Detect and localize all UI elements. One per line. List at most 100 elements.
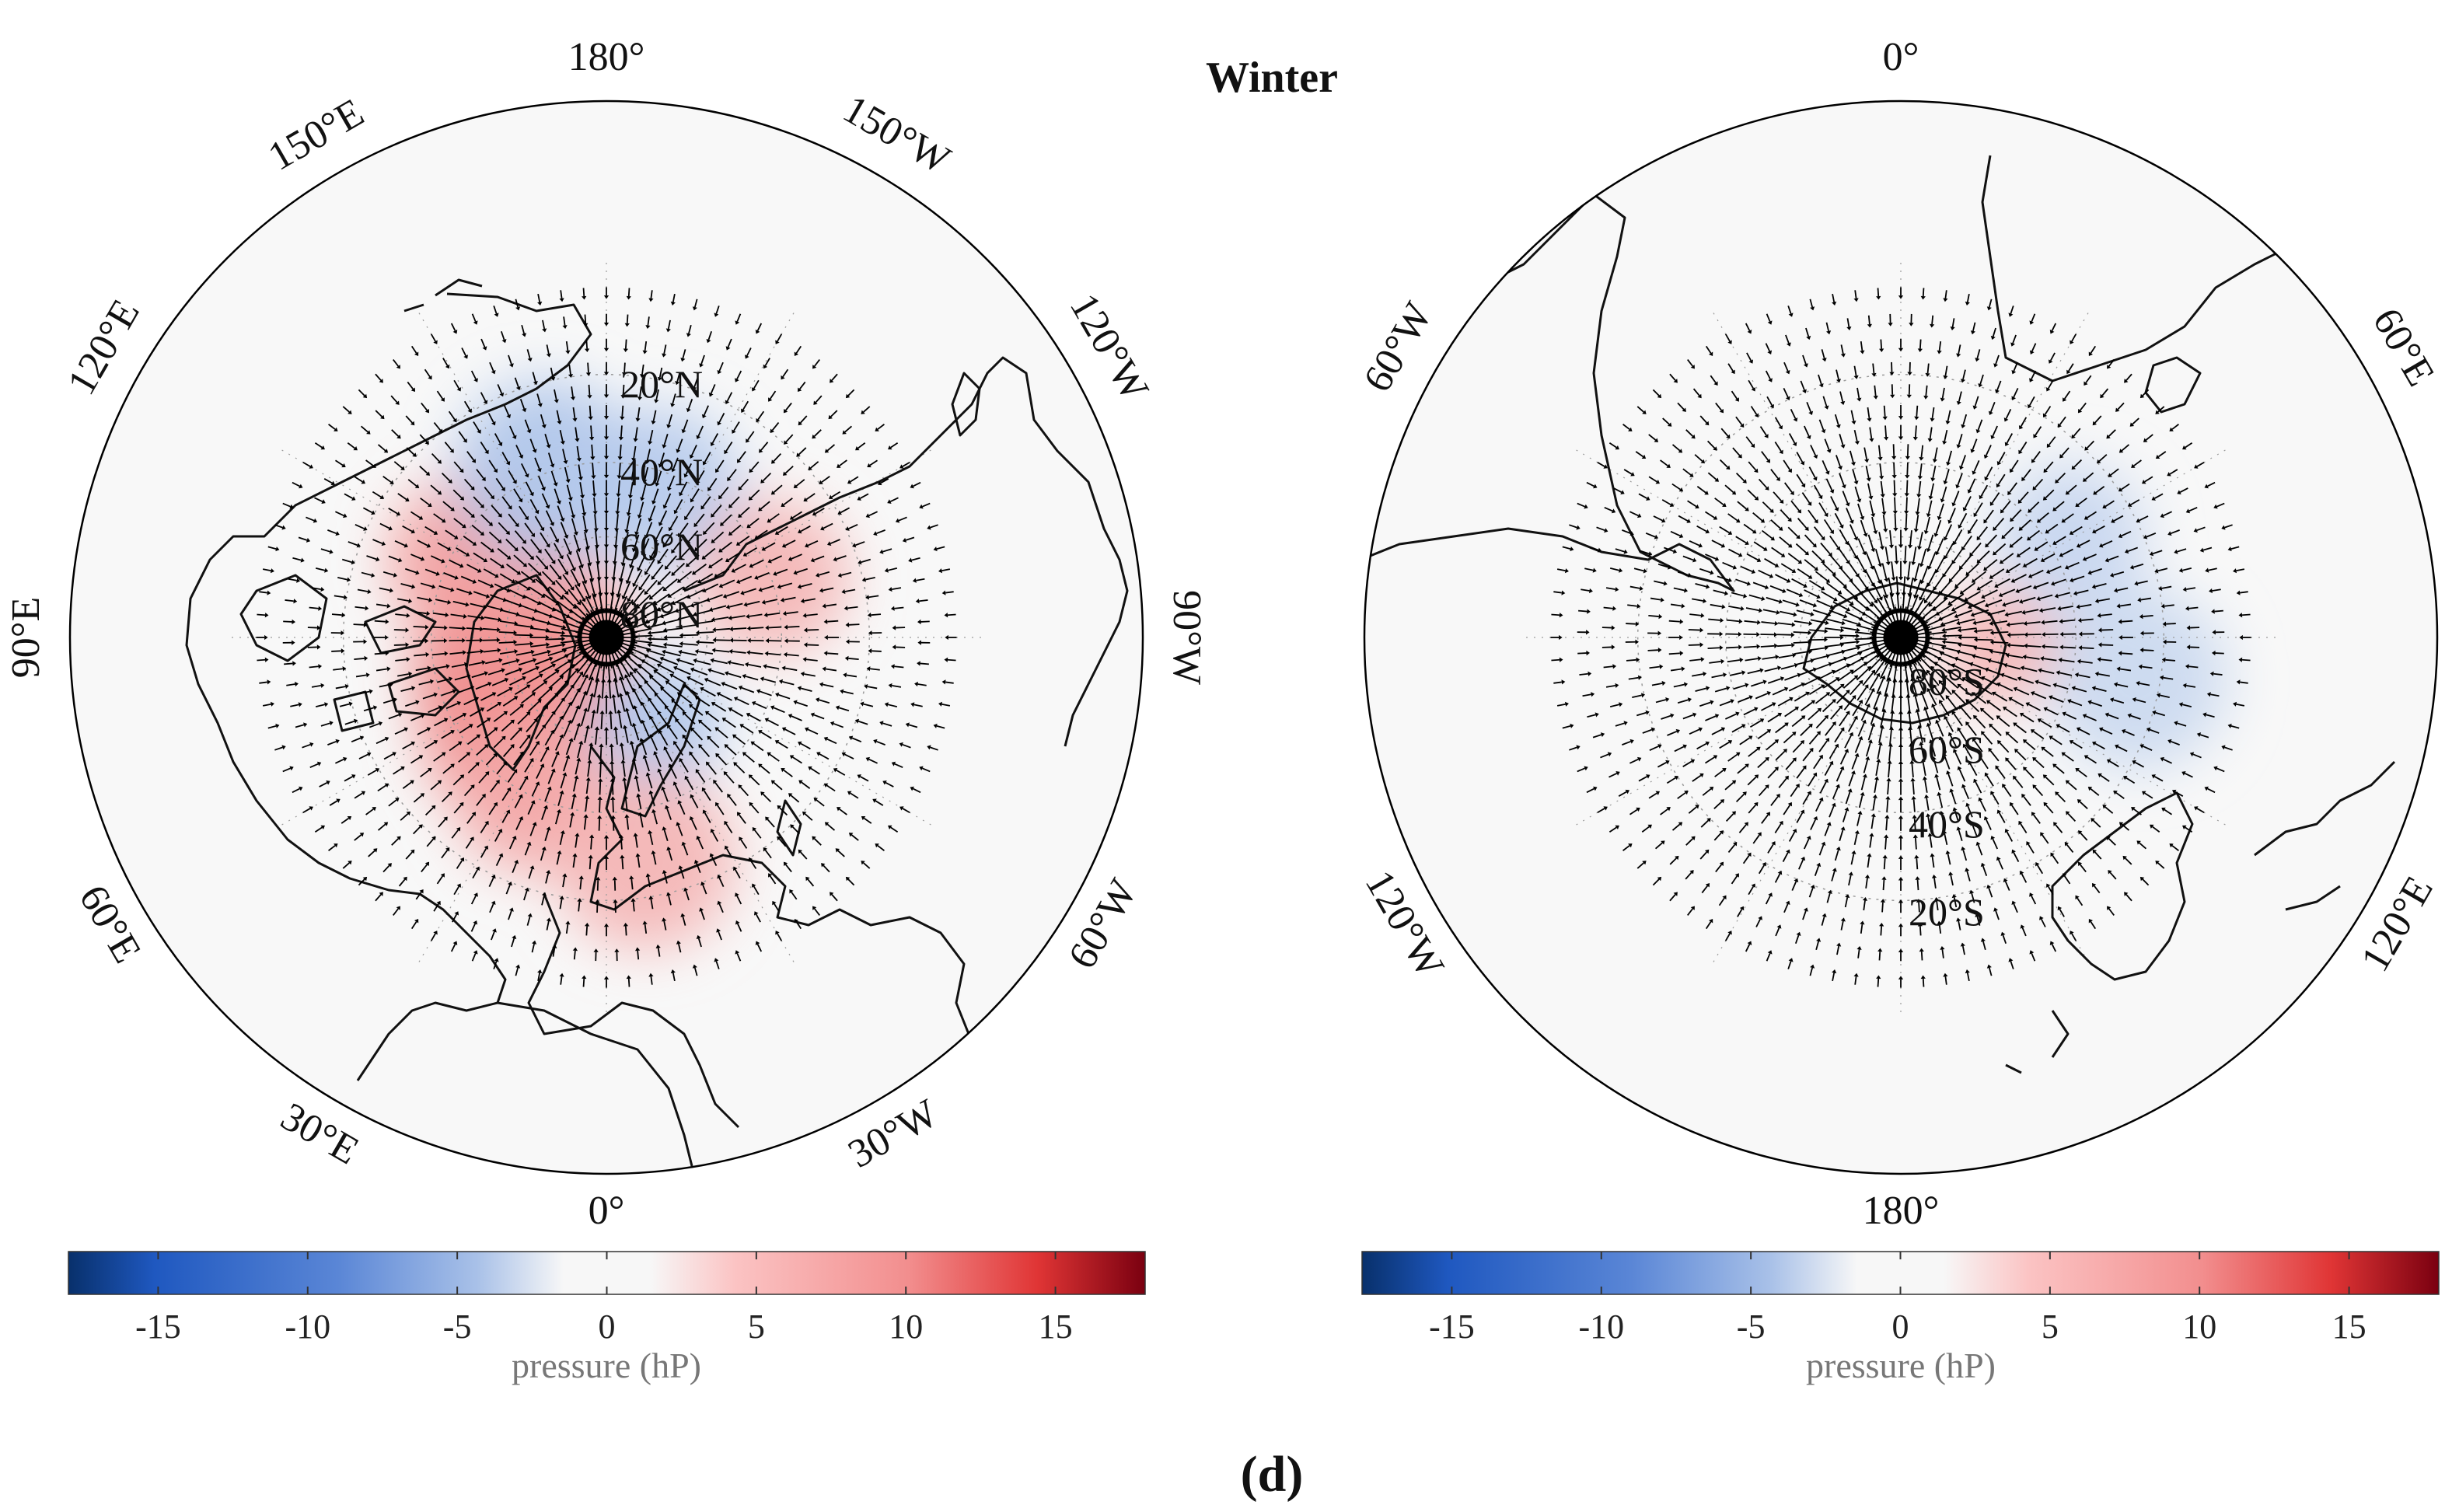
wind-vector <box>819 571 830 576</box>
wind-vector <box>1761 529 1773 540</box>
wind-vector <box>1929 836 1933 848</box>
wind-vector <box>2094 415 2102 424</box>
wind-vector-head <box>436 900 441 906</box>
wind-vector <box>1727 513 1738 522</box>
wind-vector <box>1940 739 1947 753</box>
wind-vector-head <box>2004 612 2009 617</box>
wind-vector <box>515 643 530 646</box>
wind-vector-head <box>1769 403 1775 409</box>
wind-vector-head <box>729 627 733 632</box>
wind-vector-head <box>385 634 389 641</box>
wind-vector-head <box>1745 507 1749 512</box>
wind-vector-head <box>330 480 335 486</box>
wind-vector <box>669 515 679 529</box>
wind-vector <box>485 755 496 766</box>
wind-vector-head <box>1738 552 1743 557</box>
wind-vector-head <box>725 557 730 563</box>
wind-vector <box>585 547 591 564</box>
wind-vector <box>274 524 283 529</box>
wind-vector <box>2021 519 2031 529</box>
wind-vector-head <box>380 414 385 420</box>
wind-vector-head <box>1803 363 1808 368</box>
wind-vector <box>2002 553 2014 563</box>
wind-vector-head <box>414 351 419 356</box>
wind-vector-head <box>2139 393 2145 399</box>
wind-vector-head <box>810 557 815 563</box>
wind-vector-head <box>410 421 415 426</box>
wind-vector <box>725 773 735 784</box>
wind-vector-head <box>620 759 626 764</box>
wind-vector <box>905 536 915 541</box>
wind-vector <box>541 895 545 906</box>
wind-vector <box>518 659 534 666</box>
wind-vector-head <box>717 370 722 375</box>
wind-vector-head <box>1863 533 1868 537</box>
wind-vector <box>807 728 819 735</box>
wind-vector <box>508 513 518 526</box>
wind-vector <box>716 568 730 577</box>
wind-vector <box>1962 369 1966 380</box>
wind-vector <box>1804 534 1815 546</box>
wind-vector <box>1945 543 1954 557</box>
wind-vector-head <box>1834 743 1839 749</box>
wind-vector-head <box>496 637 501 643</box>
wind-vector <box>434 665 447 669</box>
wind-vector-head <box>484 771 490 776</box>
wind-vector-head <box>828 414 833 420</box>
wind-vector-head <box>845 876 851 882</box>
wind-vector <box>753 885 760 896</box>
wind-vector-head <box>1559 634 1563 641</box>
wind-vector <box>626 603 639 617</box>
wind-vector <box>1972 825 1978 836</box>
wind-vector <box>2026 621 2041 624</box>
wind-vector-head <box>348 701 353 707</box>
wind-vector <box>1931 407 1935 419</box>
wind-vector <box>620 679 627 696</box>
wind-vector-head <box>480 504 484 508</box>
wind-vector <box>2101 540 2113 546</box>
wind-vector <box>650 644 667 648</box>
wind-vector <box>627 656 641 669</box>
wind-vector-head <box>515 306 521 311</box>
wind-vector <box>631 464 635 477</box>
wind-vector-head <box>805 543 809 548</box>
wind-vector <box>494 831 501 842</box>
wind-vector <box>527 803 534 815</box>
wind-vector <box>565 340 569 351</box>
wind-vector-head <box>752 827 757 832</box>
wind-vector-head <box>1825 470 1830 475</box>
wind-vector <box>1677 792 1686 799</box>
wind-vector <box>887 567 898 571</box>
wind-vector-head <box>1741 724 1746 728</box>
wind-vector-head <box>773 571 777 576</box>
wind-vector <box>451 829 459 839</box>
wind-vector <box>342 406 350 413</box>
wind-vector-head <box>788 793 793 798</box>
wind-vector-head <box>2010 801 2014 807</box>
wind-vector-head <box>1705 883 1710 888</box>
wind-vector <box>821 476 830 483</box>
wind-vector-head <box>550 463 555 468</box>
wind-vector <box>491 505 501 515</box>
wind-vector <box>1636 862 1644 869</box>
wind-vector-head <box>2108 473 2113 477</box>
wind-vector-head <box>1678 533 1684 539</box>
wind-vector-head <box>1766 812 1770 816</box>
wind-vector <box>2130 499 2140 506</box>
wind-vector-head <box>1720 799 1725 804</box>
wind-vector-head <box>2084 755 2089 759</box>
wind-vector <box>2018 585 2032 592</box>
wind-vector <box>748 663 762 668</box>
wind-vector <box>1626 623 1636 625</box>
wind-vector <box>2143 649 2154 651</box>
wind-vector <box>536 393 541 404</box>
wind-vector <box>650 793 655 806</box>
wind-vector <box>1986 466 1993 478</box>
wind-vector-head <box>671 699 676 704</box>
wind-vector <box>1958 769 1966 782</box>
wind-vector-head <box>453 535 459 540</box>
wind-vector-head <box>463 438 467 443</box>
wind-vector <box>1964 746 1973 759</box>
wind-vector <box>575 427 578 439</box>
wind-vector-head <box>2122 728 2126 734</box>
